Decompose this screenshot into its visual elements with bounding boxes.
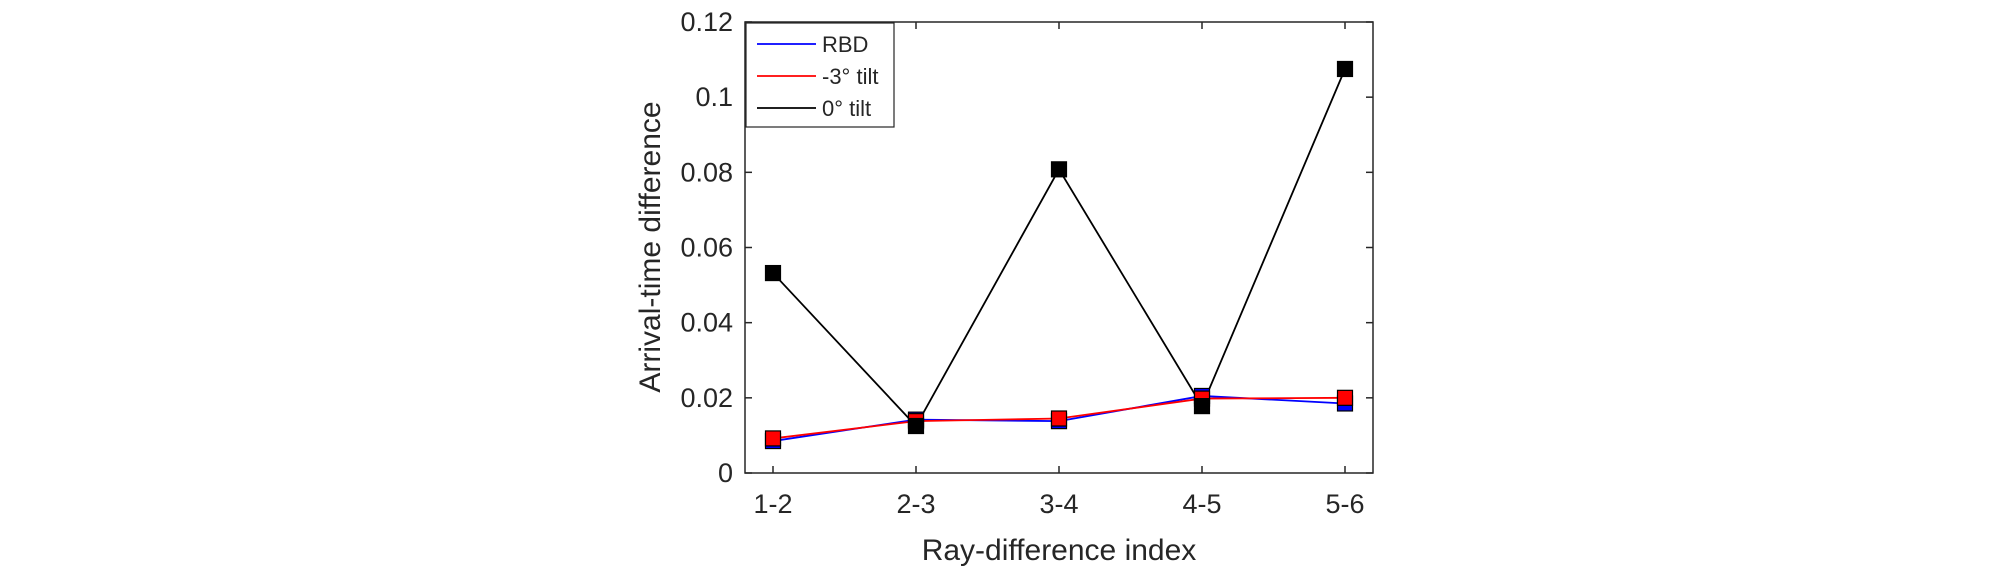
- x-tick-label: 5-6: [1325, 489, 1364, 519]
- data-point-marker: [1336, 60, 1354, 78]
- x-tick-label: 4-5: [1182, 489, 1221, 519]
- data-point-marker: [1193, 398, 1211, 415]
- data-point-marker: [1050, 161, 1068, 178]
- data-point-marker: [907, 417, 925, 435]
- series-layer: [764, 60, 1354, 450]
- data-point-marker: [1336, 389, 1354, 406]
- y-tick-label: 0.02: [680, 383, 733, 413]
- legend: RBD -3° tilt 0° tilt: [745, 22, 895, 128]
- x-tick-label: 3-4: [1039, 489, 1078, 519]
- y-tick-label: 0.1: [695, 82, 733, 112]
- y-tick-label: 0.12: [680, 7, 733, 37]
- x-tick-label: 2-3: [896, 489, 935, 519]
- legend-entry-label: -3° tilt: [822, 64, 878, 89]
- x-tick-label: 1-2: [753, 489, 792, 519]
- legend-box: [745, 22, 895, 128]
- legend-entry-label: 0° tilt: [822, 96, 871, 121]
- legend-entry-label: RBD: [822, 32, 868, 57]
- data-point-marker: [764, 430, 782, 447]
- y-tick-label: 0.08: [680, 157, 733, 187]
- y-tick-label: 0: [718, 458, 733, 488]
- ticks-layer: 0 0.02 0.04 0.06 0.08 0.1 0.12 1-2 2-3 3-4 4-5 5-6: [680, 7, 1373, 519]
- y-tick-label: 0.04: [680, 308, 733, 338]
- data-point-marker: [764, 264, 782, 282]
- y-axis-label: Arrival-time difference: [634, 101, 667, 392]
- x-axis-label: Ray-difference index: [922, 534, 1197, 567]
- data-point-marker: [1050, 410, 1068, 427]
- y-tick-label: 0.06: [680, 233, 733, 263]
